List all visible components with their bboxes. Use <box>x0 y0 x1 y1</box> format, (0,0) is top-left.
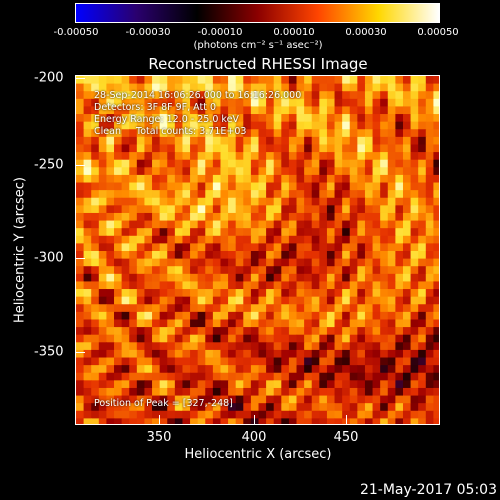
colorbar-tick-label: 0.00050 <box>417 27 459 38</box>
x-tickmark <box>159 415 160 425</box>
annotation-peak-position: Position of Peak = [327,-248] <box>94 398 233 409</box>
y-tickmark <box>75 78 85 79</box>
annotation-energy-range: Energy Range: 12.0 - 25.0 keV <box>94 114 239 125</box>
y-tick-label: -250 <box>34 157 64 173</box>
plot-timestamp: 21-May-2017 05:03 <box>359 482 497 498</box>
colorbar-tick-label: -0.00050 <box>53 27 99 38</box>
annotation-detectors: Detectors: 3F 8F 9F, Att 0 <box>94 102 217 113</box>
y-tickmark <box>75 258 85 259</box>
colorbar-tick-label: 0.00010 <box>273 27 315 38</box>
y-tick-label: -200 <box>34 70 64 86</box>
y-axis-label: Heliocentric Y (arcsec) <box>12 177 28 323</box>
x-tickmark <box>254 415 255 425</box>
heatmap-image <box>76 76 439 424</box>
x-tickmark <box>346 415 347 425</box>
colorbar-tick-label: 0.00030 <box>345 27 387 38</box>
x-tick-label: 350 <box>146 430 172 445</box>
colorbar-units: (photons cm⁻² s⁻¹ asec⁻²) <box>193 40 323 51</box>
y-tickmark <box>75 165 85 166</box>
annotation-time-range: 28-Sep-2014 16:06:26.000 to 16:16:26.000 <box>94 90 302 101</box>
y-tick-label: -300 <box>34 250 64 266</box>
plot-area: 28-Sep-2014 16:06:26.000 to 16:16:26.000… <box>75 75 440 425</box>
colorbar-tick-label: -0.00030 <box>125 27 171 38</box>
colorbar <box>75 3 440 23</box>
x-tick-label: 450 <box>333 430 359 445</box>
colorbar-tick-label: -0.00010 <box>197 27 243 38</box>
y-tickmark <box>75 352 85 353</box>
plot-title: Reconstructed RHESSI Image <box>148 55 368 73</box>
y-tick-label: -350 <box>34 344 64 360</box>
x-tick-label: 400 <box>241 430 267 445</box>
x-axis-label: Heliocentric X (arcsec) <box>184 447 332 462</box>
annotation-algorithm-counts: Clean Total counts: 3.71E+03 <box>94 126 247 137</box>
